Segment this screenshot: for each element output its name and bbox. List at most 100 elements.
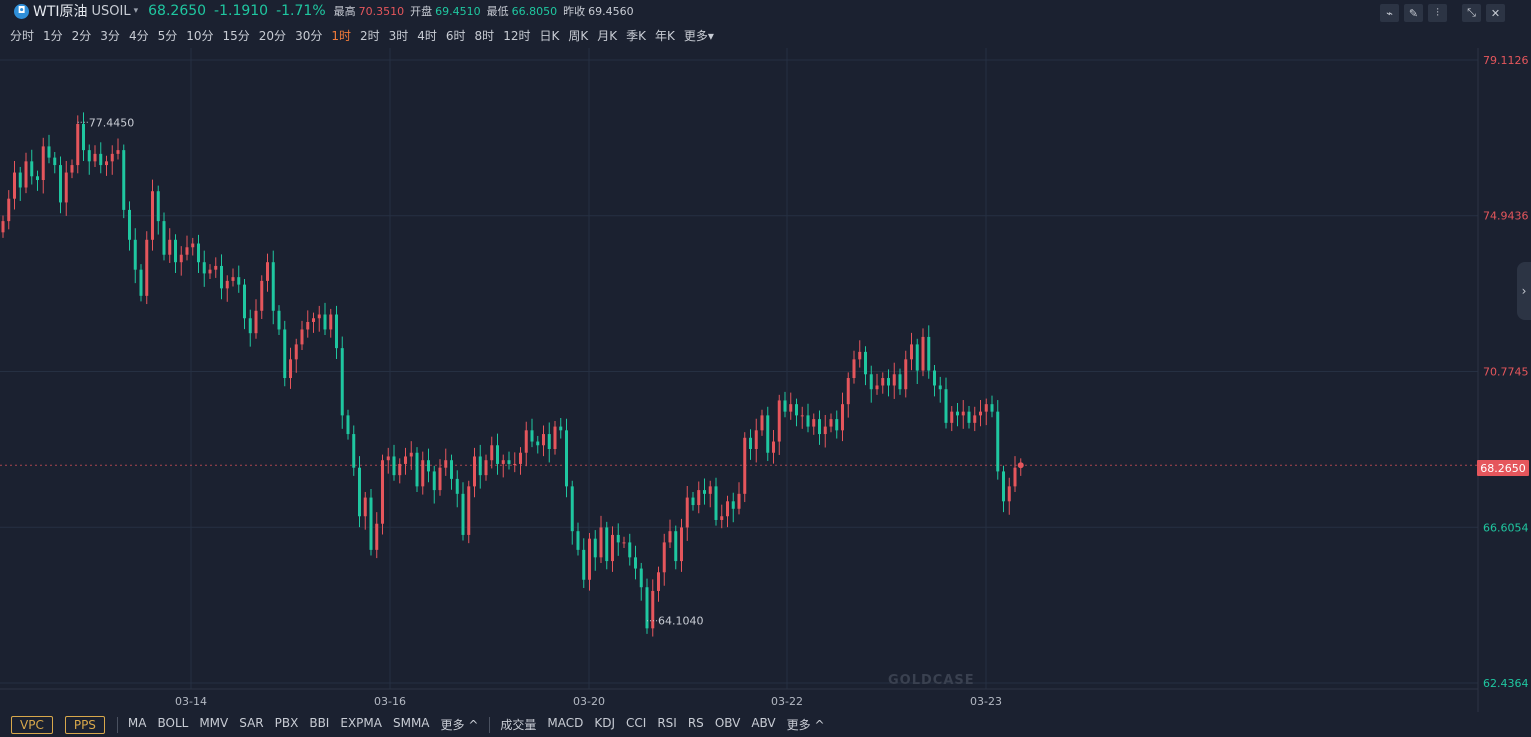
chart-toolbar: ⌁ ✎ ⫶ ⤡ ✕ bbox=[1375, 4, 1505, 22]
candle-43 bbox=[248, 309, 252, 347]
period-19[interactable]: 月K bbox=[597, 28, 618, 43]
side-panel-toggle-icon[interactable]: › bbox=[1517, 262, 1531, 320]
sub-indicator-2[interactable]: KDJ bbox=[594, 716, 616, 730]
date-tick-2: 03-20 bbox=[573, 695, 605, 708]
price-tick-3: 66.6054 bbox=[1483, 521, 1529, 534]
sub-indicator-7[interactable]: ABV bbox=[751, 716, 776, 730]
sub-indicator-1[interactable]: MACD bbox=[547, 716, 584, 730]
candle-129 bbox=[743, 432, 747, 503]
candle-49 bbox=[283, 320, 287, 387]
candle-156 bbox=[898, 368, 902, 395]
candle-90 bbox=[519, 447, 522, 475]
sub-indicator-5[interactable]: RS bbox=[687, 716, 704, 730]
candle-70 bbox=[404, 447, 407, 475]
draw-pencil-icon[interactable]: ✎ bbox=[1404, 4, 1423, 22]
main-indicator-7[interactable]: SMMA bbox=[392, 716, 430, 730]
candle-124 bbox=[714, 477, 718, 526]
period-9[interactable]: 30分 bbox=[295, 28, 323, 43]
period-2[interactable]: 2分 bbox=[71, 28, 92, 43]
candle-144 bbox=[829, 413, 833, 433]
candle-29 bbox=[168, 228, 172, 263]
candle-24 bbox=[139, 264, 143, 302]
main-indicator-0[interactable]: MA bbox=[127, 716, 147, 730]
indicator-vpc[interactable]: VPC bbox=[11, 715, 53, 734]
period-4[interactable]: 4分 bbox=[128, 28, 149, 43]
period-13[interactable]: 4时 bbox=[417, 28, 437, 43]
main-indicator-6[interactable]: EXPMA bbox=[340, 716, 382, 730]
candle-146 bbox=[841, 392, 844, 442]
instrument-symbol[interactable]: USOIL bbox=[91, 3, 131, 19]
candle-171 bbox=[984, 398, 988, 426]
symbol-dropdown-icon[interactable]: ▾ bbox=[133, 6, 139, 16]
period-14[interactable]: 6时 bbox=[445, 28, 466, 43]
period-17[interactable]: 日K bbox=[539, 28, 560, 43]
candle-style-icon[interactable]: ⫶ bbox=[1428, 4, 1447, 22]
candle-48 bbox=[277, 305, 281, 336]
candle-163 bbox=[938, 376, 942, 403]
period-18[interactable]: 周K bbox=[568, 28, 589, 43]
candle-138 bbox=[795, 398, 798, 427]
candle-130 bbox=[749, 429, 752, 460]
period-6[interactable]: 10分 bbox=[186, 28, 214, 43]
period-5[interactable]: 5分 bbox=[157, 28, 178, 43]
candle-140 bbox=[806, 403, 810, 433]
period-15[interactable]: 8时 bbox=[474, 28, 495, 43]
separator bbox=[489, 716, 491, 733]
sub-indicator-6[interactable]: OBV bbox=[714, 716, 741, 730]
period-1[interactable]: 1分 bbox=[43, 28, 63, 43]
indicator-bar: VPC PPS MA BOLL MMV SAR PBX BBI EXPMA SMMA 更多 ^ … bbox=[0, 712, 1531, 737]
period-12[interactable]: 3时 bbox=[388, 28, 409, 43]
candle-18 bbox=[105, 155, 108, 176]
candle-60 bbox=[346, 409, 350, 440]
candle-174 bbox=[1002, 465, 1005, 513]
sub-indicator-4[interactable]: RSI bbox=[657, 716, 677, 730]
main-indicator-2[interactable]: MMV bbox=[199, 716, 229, 730]
main-indicator-4[interactable]: PBX bbox=[274, 716, 299, 730]
instrument-name[interactable]: WTI原油 bbox=[33, 4, 88, 20]
sub-indicator-3[interactable]: CCI bbox=[626, 716, 647, 730]
period-7[interactable]: 15分 bbox=[222, 28, 250, 43]
candle-122 bbox=[703, 478, 706, 505]
candle-118 bbox=[680, 518, 683, 572]
candle-136 bbox=[783, 391, 787, 418]
candle-168 bbox=[967, 406, 971, 429]
candle-143 bbox=[823, 415, 827, 448]
sub-indicator-8[interactable]: 更多 ^ bbox=[786, 718, 825, 732]
main-indicator-3[interactable]: SAR bbox=[239, 716, 264, 730]
candle-19 bbox=[110, 145, 114, 175]
candle-117 bbox=[674, 525, 678, 570]
main-indicator-1[interactable]: BOLL bbox=[157, 716, 189, 730]
candlestick-chart[interactable]: 79.1126 74.9436 70.7745 66.6054 62.4364 03-1… bbox=[0, 48, 1531, 712]
period-0[interactable]: 分时 bbox=[10, 28, 35, 43]
period-11[interactable]: 2时 bbox=[359, 28, 380, 43]
candle-141 bbox=[812, 413, 816, 435]
period-22[interactable]: 更多▾ bbox=[683, 28, 714, 43]
candle-176 bbox=[1013, 456, 1017, 492]
indicator-pps[interactable]: PPS bbox=[64, 715, 105, 734]
close-icon[interactable]: ✕ bbox=[1486, 4, 1505, 22]
period-3[interactable]: 3分 bbox=[100, 28, 120, 43]
candle-166 bbox=[956, 403, 959, 427]
period-21[interactable]: 年K bbox=[654, 28, 675, 43]
candle-94 bbox=[542, 425, 545, 457]
candle-10 bbox=[59, 156, 62, 214]
date-tick-4: 03-23 bbox=[970, 695, 1002, 708]
price-change-percent: -1.71% bbox=[276, 3, 326, 19]
sub-indicator-0[interactable]: 成交量 bbox=[500, 718, 537, 732]
shrink-icon[interactable]: ⤡ bbox=[1462, 4, 1481, 22]
main-indicator-8[interactable]: 更多 ^ bbox=[440, 718, 479, 732]
period-16[interactable]: 12时 bbox=[503, 28, 531, 43]
candle-172 bbox=[990, 395, 994, 418]
line-chart-icon[interactable]: ⌁ bbox=[1380, 4, 1399, 22]
period-8[interactable]: 20分 bbox=[258, 28, 287, 43]
candle-107 bbox=[616, 523, 620, 556]
main-indicator-5[interactable]: BBI bbox=[309, 716, 330, 730]
candle-0 bbox=[1, 215, 5, 238]
candle-91 bbox=[524, 421, 528, 467]
low-label: 最低 bbox=[486, 5, 509, 18]
candle-16 bbox=[93, 145, 97, 167]
candle-104 bbox=[599, 515, 603, 563]
period-20[interactable]: 季K bbox=[626, 28, 646, 43]
candle-7 bbox=[41, 137, 45, 194]
period-10[interactable]: 1时 bbox=[331, 28, 351, 43]
